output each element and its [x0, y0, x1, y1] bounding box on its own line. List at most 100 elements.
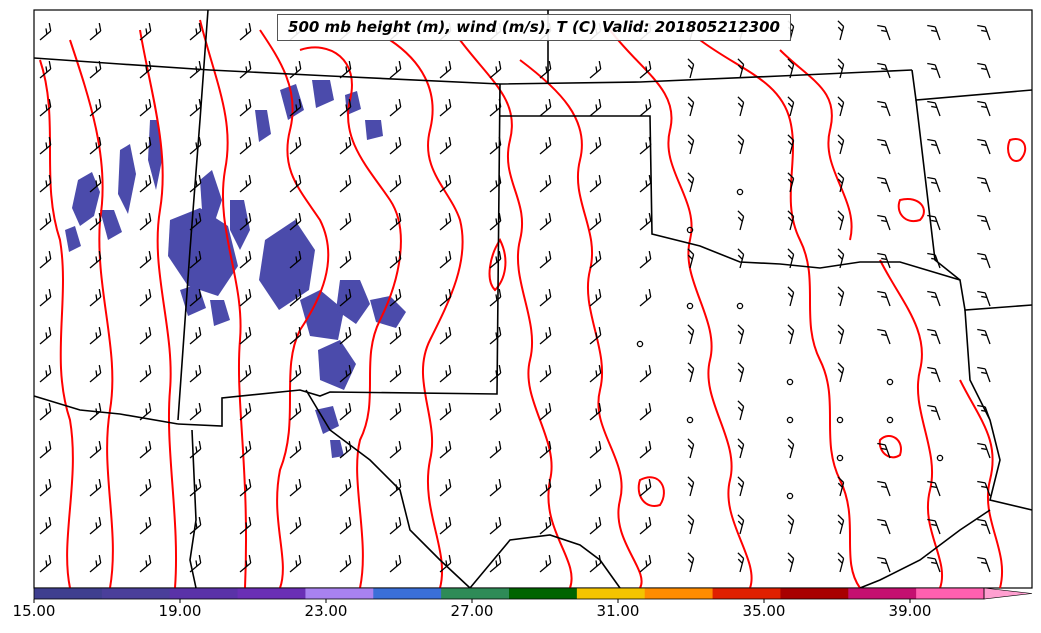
wind-barb	[639, 516, 652, 535]
wind-barb	[977, 480, 991, 497]
wind-barb	[787, 134, 795, 155]
colorbar-segment	[373, 588, 442, 599]
wind-barbs	[39, 20, 991, 573]
wind-barb	[837, 514, 845, 535]
wind-barb	[89, 136, 102, 155]
wind-barb	[539, 212, 552, 231]
calm-wind-circle	[686, 416, 694, 424]
wind-barb	[139, 364, 152, 383]
wind-barb	[339, 402, 352, 421]
wind-barb	[339, 478, 352, 497]
wind-barb	[189, 364, 202, 383]
wind-barb	[189, 60, 202, 79]
wind-barb	[289, 402, 302, 421]
wind-barb	[687, 58, 695, 79]
wind-barb	[139, 326, 152, 345]
wind-barb	[589, 364, 602, 383]
wind-barb	[539, 364, 552, 383]
wind-barb	[787, 552, 795, 573]
wind-barb	[439, 364, 452, 383]
wind-barb	[89, 212, 102, 231]
wind-barb	[289, 440, 302, 459]
colorbar	[33, 587, 1033, 603]
wind-barb	[189, 554, 202, 573]
wind-barb	[389, 554, 402, 573]
calm-wind-circle	[786, 492, 794, 500]
wind-barb	[737, 476, 745, 497]
wind-barb	[877, 24, 891, 41]
wind-barb	[927, 24, 941, 41]
wind-barb	[239, 174, 252, 193]
wind-barb	[489, 288, 502, 307]
wind-barb	[927, 518, 941, 535]
wind-barb	[589, 402, 602, 421]
wind-barb	[687, 552, 695, 573]
wind-barb	[89, 22, 102, 41]
wind-barb	[927, 138, 941, 155]
wind-barb	[539, 402, 552, 421]
wind-barb	[737, 552, 745, 573]
calm-wind-circle	[786, 416, 794, 424]
wind-barb	[239, 554, 252, 573]
wind-barb	[877, 328, 891, 345]
wind-barb	[39, 364, 52, 383]
wind-barb	[139, 288, 152, 307]
wind-barb	[737, 362, 745, 383]
wind-barb	[39, 440, 52, 459]
wind-barb	[239, 250, 252, 269]
wind-barb	[837, 324, 845, 345]
wind-barb	[139, 402, 152, 421]
wind-barb	[837, 58, 845, 79]
wind-barb	[837, 248, 845, 269]
wind-barb	[837, 96, 845, 117]
wind-barb	[977, 518, 991, 535]
wind-barb	[89, 174, 102, 193]
wind-barb	[837, 362, 845, 383]
wind-barb	[139, 516, 152, 535]
wind-barb	[89, 554, 102, 573]
wind-barb	[927, 62, 941, 79]
wind-barb	[489, 326, 502, 345]
wind-barb	[639, 60, 652, 79]
wind-barb	[977, 24, 991, 41]
wind-barb	[589, 288, 602, 307]
wind-barb	[589, 440, 602, 459]
wind-barb	[339, 288, 352, 307]
wind-barb	[289, 174, 302, 193]
colorbar-extend-arrow	[983, 587, 1033, 600]
wind-barb	[927, 100, 941, 117]
wind-barb	[977, 176, 991, 193]
wind-barb	[977, 252, 991, 269]
colorbar-segment	[916, 588, 985, 599]
wind-barb	[639, 364, 652, 383]
wind-barb	[439, 212, 452, 231]
state-boundaries	[33, 9, 1033, 589]
wind-barb	[389, 478, 402, 497]
wind-barb	[977, 328, 991, 345]
wind-barb	[837, 552, 845, 573]
wind-barb	[877, 480, 891, 497]
wind-barb	[439, 60, 452, 79]
wind-barb	[239, 478, 252, 497]
calm-wind-circle	[686, 302, 694, 310]
wind-barb	[787, 324, 795, 345]
wind-barb	[737, 400, 745, 421]
wind-barb	[927, 290, 941, 307]
wind-barb	[239, 326, 252, 345]
wind-barb	[977, 556, 991, 573]
wind-barb	[877, 252, 891, 269]
wind-barb	[39, 212, 52, 231]
wind-barb	[339, 516, 352, 535]
wind-barb	[787, 172, 795, 193]
wind-barb	[39, 174, 52, 193]
colorbar-tick-label: 23.00	[304, 602, 348, 620]
wind-barb	[489, 478, 502, 497]
wind-barb	[139, 212, 152, 231]
wind-barb	[339, 60, 352, 79]
wind-barb	[787, 248, 795, 269]
wind-barb	[737, 210, 745, 231]
wind-barb	[837, 210, 845, 231]
wind-barb	[977, 366, 991, 383]
calm-wind-circle	[886, 416, 894, 424]
colorbar-tick-label: 39.00	[888, 602, 932, 620]
